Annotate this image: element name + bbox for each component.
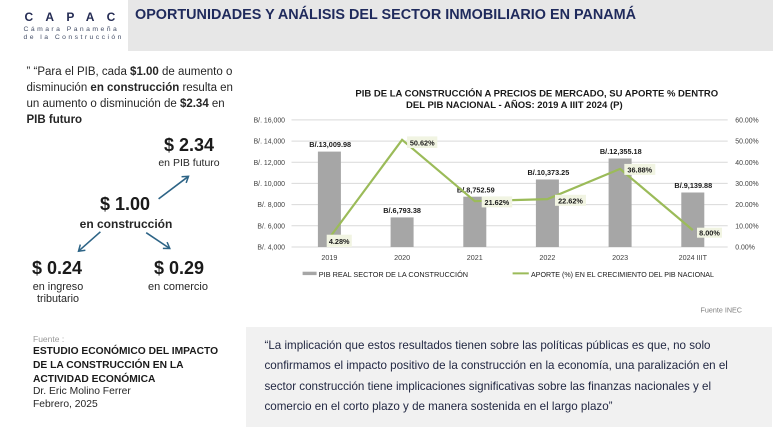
svg-text:60.00%: 60.00% xyxy=(735,117,758,124)
svg-text:21.62%: 21.62% xyxy=(485,198,510,207)
svg-text:8.00%: 8.00% xyxy=(699,229,720,238)
svg-text:2023: 2023 xyxy=(612,253,628,262)
svg-text:Fuente INEC: Fuente INEC xyxy=(700,306,742,315)
svg-text:B/. 12,000: B/. 12,000 xyxy=(254,160,286,167)
svg-text:PIB REAL SECTOR DE LA CONSTRUC: PIB REAL SECTOR DE LA CONSTRUCCIÓN xyxy=(319,270,468,279)
svg-text:PIB DE LA CONSTRUCCIÓN A PRECI: PIB DE LA CONSTRUCCIÓN A PRECIOS DE MERC… xyxy=(355,87,718,99)
svg-text:B/.10,373.25: B/.10,373.25 xyxy=(528,168,570,177)
svg-text:B/. 14,000: B/. 14,000 xyxy=(254,139,286,146)
svg-text:B/.6,793.38: B/.6,793.38 xyxy=(383,206,421,215)
svg-text:2021: 2021 xyxy=(467,253,483,262)
svg-text:30.00%: 30.00% xyxy=(735,181,758,188)
svg-text:20.00%: 20.00% xyxy=(735,202,758,209)
svg-text:40.00%: 40.00% xyxy=(735,160,758,167)
svg-text:B/.12,355.18: B/.12,355.18 xyxy=(600,147,642,156)
svg-text:10.00%: 10.00% xyxy=(735,223,758,230)
svg-text:50.62%: 50.62% xyxy=(410,139,435,148)
svg-text:2019: 2019 xyxy=(321,253,337,262)
svg-text:B/.13,009.98: B/.13,009.98 xyxy=(309,140,351,149)
svg-text:B/. 16,000: B/. 16,000 xyxy=(254,117,286,124)
svg-text:B/. 8,000: B/. 8,000 xyxy=(257,202,285,209)
svg-text:22.62%: 22.62% xyxy=(558,196,583,205)
svg-text:4.28%: 4.28% xyxy=(329,237,350,246)
svg-text:2024 IIIT: 2024 IIIT xyxy=(679,253,708,262)
svg-text:50.00%: 50.00% xyxy=(735,139,758,146)
svg-text:B/. 4,000: B/. 4,000 xyxy=(257,245,285,252)
svg-text:B/.9,139.88: B/.9,139.88 xyxy=(674,181,712,190)
svg-text:B/. 6,000: B/. 6,000 xyxy=(257,223,285,230)
svg-text:36.88%: 36.88% xyxy=(627,165,652,174)
svg-text:B/. 10,000: B/. 10,000 xyxy=(254,181,286,188)
svg-text:DEL PIB NACIONAL - AÑOS: 2019: DEL PIB NACIONAL - AÑOS: 2019 A IIIT 202… xyxy=(406,100,623,111)
svg-text:2020: 2020 xyxy=(394,253,410,262)
svg-text:0.00%: 0.00% xyxy=(735,245,755,252)
svg-text:2022: 2022 xyxy=(539,253,555,262)
svg-text:APORTE (%) EN EL CRECIMIENTO D: APORTE (%) EN EL CRECIMIENTO DEL PIB NAC… xyxy=(531,271,714,279)
svg-text:B/.8,752.59: B/.8,752.59 xyxy=(457,185,495,194)
